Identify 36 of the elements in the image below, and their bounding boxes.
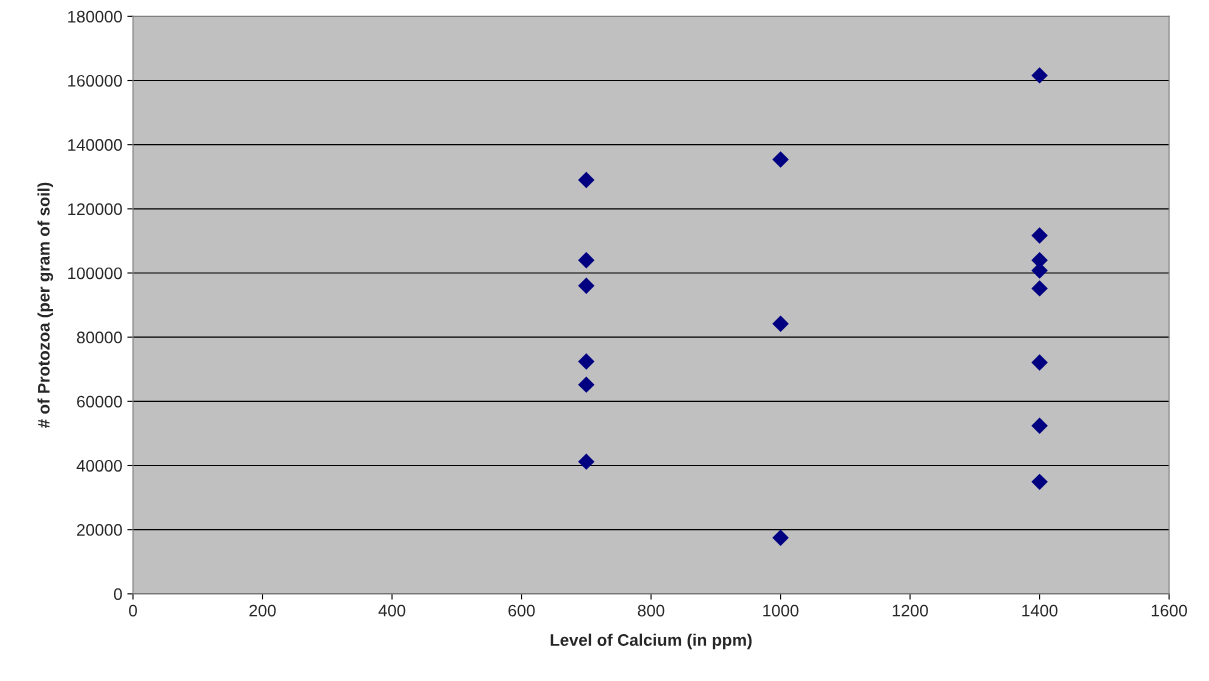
point — [1031, 473, 1048, 491]
x-tick-label: 1600 — [1151, 604, 1187, 617]
y-axis-title: # of Protozoa (per gram of soil) — [37, 182, 54, 428]
point — [1031, 417, 1048, 434]
y-tick-label: 160000 — [68, 74, 122, 87]
x-tick-label: 1000 — [763, 604, 799, 617]
point — [578, 353, 595, 370]
x-tick-label: 600 — [508, 604, 535, 617]
x-tick-label: 800 — [637, 604, 665, 617]
point — [578, 453, 595, 470]
y-tick-label: 80000 — [76, 331, 122, 344]
y-tick-label: 180000 — [68, 10, 122, 23]
point — [578, 376, 595, 393]
x-tick-label: 400 — [378, 604, 406, 617]
point — [578, 277, 595, 295]
x-tick-label: 0 — [129, 604, 137, 617]
point — [1031, 227, 1048, 244]
y-tick-label: 140000 — [68, 139, 122, 151]
y-tick-label: 20000 — [77, 524, 122, 536]
y-tick-label: 0 — [113, 588, 122, 601]
point — [772, 529, 789, 546]
y-tick-label: 120000 — [68, 203, 122, 216]
point — [1031, 67, 1048, 84]
y-tick-label: 40000 — [76, 459, 122, 472]
point — [772, 315, 789, 332]
point — [578, 251, 595, 269]
x-tick-label: 1200 — [892, 604, 928, 617]
y-tick-label: 100000 — [68, 267, 122, 280]
point — [1031, 280, 1048, 297]
x-axis-title: Level of Calcium (in ppm) — [550, 633, 752, 650]
point — [772, 151, 789, 168]
point — [1031, 354, 1048, 371]
x-tick-label: 1400 — [1022, 604, 1058, 617]
y-tick-label: 60000 — [77, 395, 122, 408]
x-tick-label: 200 — [249, 604, 276, 617]
point — [578, 171, 595, 189]
